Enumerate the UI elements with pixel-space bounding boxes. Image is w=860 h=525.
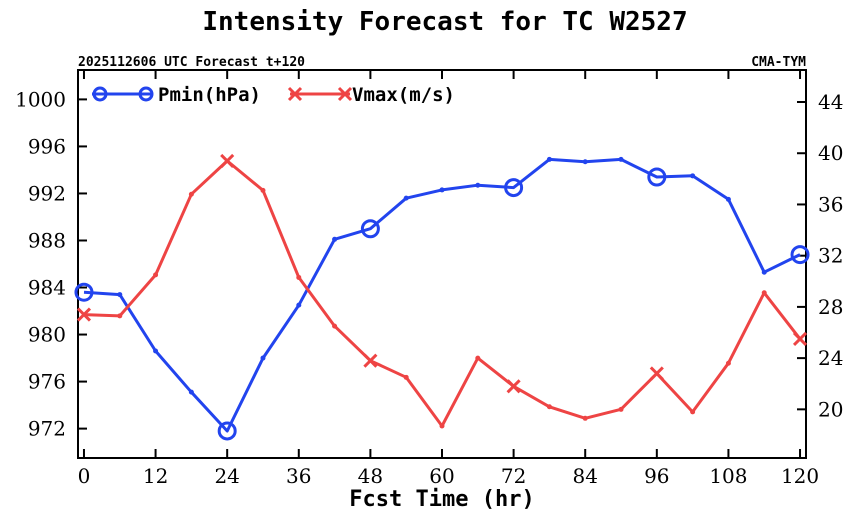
y-right-tick-label: 28 bbox=[818, 295, 843, 319]
pmin-point bbox=[725, 196, 731, 202]
y-left-tick-label: 988 bbox=[28, 228, 66, 252]
vmax-point bbox=[761, 290, 767, 296]
vmax-point bbox=[332, 323, 338, 329]
y-right-tick-label: 20 bbox=[818, 397, 843, 421]
pmin-marker bbox=[217, 421, 237, 441]
vmax-point bbox=[296, 274, 302, 280]
x-tick-label: 12 bbox=[143, 464, 168, 488]
vmax-marker bbox=[220, 153, 235, 168]
y-axis-right: 20 24 28 32 36 40 44 bbox=[797, 90, 843, 421]
vmax-marker bbox=[363, 353, 378, 368]
pmin-point bbox=[439, 187, 445, 193]
pmin-point bbox=[153, 348, 159, 354]
vmax-point bbox=[690, 409, 696, 415]
vmax-point bbox=[260, 187, 266, 193]
y-left-tick-label: 992 bbox=[28, 181, 66, 205]
x-tick-label: 108 bbox=[709, 464, 747, 488]
pmin-point bbox=[582, 159, 588, 165]
x-tick-label: 48 bbox=[358, 464, 383, 488]
vmax-point bbox=[546, 404, 552, 410]
vmax-point bbox=[439, 423, 445, 429]
y-left-tick-label: 1000 bbox=[15, 87, 66, 111]
vmax-series-line bbox=[83, 159, 802, 428]
pmin-point bbox=[332, 236, 338, 242]
pmin-point bbox=[761, 269, 767, 275]
vmax-point bbox=[475, 355, 481, 361]
y-left-tick-label: 976 bbox=[28, 370, 66, 394]
y-left-tick-label: 980 bbox=[28, 323, 66, 347]
legend-vmax-marker-2 bbox=[337, 86, 353, 102]
pmin-marker bbox=[504, 178, 524, 198]
legend-vmax-label: Vmax(m/s) bbox=[352, 84, 455, 106]
vmax-marker bbox=[76, 307, 92, 322]
y-left-tick-label: 996 bbox=[28, 134, 66, 158]
pmin-point bbox=[546, 156, 552, 162]
chart-subtitle-left: 2025112606 UTC Forecast t+120 bbox=[78, 55, 305, 70]
vmax-point bbox=[117, 313, 123, 319]
x-tick-label: 60 bbox=[429, 464, 454, 488]
vmax-point bbox=[403, 374, 409, 380]
pmin-marker bbox=[74, 282, 94, 302]
vmax-marker bbox=[792, 331, 808, 346]
legend-pmin-marker-2 bbox=[138, 86, 154, 102]
pmin-point bbox=[475, 182, 481, 188]
vmax-point bbox=[188, 191, 194, 197]
vmax-marker bbox=[649, 366, 664, 381]
legend: Pmin(hPa) Vmax(m/s) bbox=[92, 84, 455, 106]
plot-frame bbox=[77, 69, 807, 459]
x-tick-label: 120 bbox=[781, 464, 819, 488]
pmin-point bbox=[618, 156, 624, 162]
chart-subtitle-right: CMA-TYM bbox=[751, 55, 806, 70]
y-right-tick-label: 40 bbox=[818, 141, 843, 165]
x-tick-label: 96 bbox=[644, 464, 669, 488]
pmin-marker bbox=[360, 219, 380, 239]
x-tick-label: 84 bbox=[572, 464, 597, 488]
series-layer bbox=[74, 153, 810, 441]
y-right-tick-label: 32 bbox=[818, 244, 843, 268]
pmin-point bbox=[690, 173, 696, 179]
x-tick-label: 0 bbox=[78, 464, 91, 488]
y-left-tick-label: 984 bbox=[28, 276, 66, 300]
pmin-point bbox=[260, 355, 266, 361]
pmin-marker bbox=[790, 245, 810, 265]
x-tick-label: 36 bbox=[286, 464, 311, 488]
pmin-point bbox=[117, 292, 123, 298]
x-axis-label: Fcst Time (hr) bbox=[349, 487, 534, 512]
vmax-point bbox=[582, 415, 588, 421]
pmin-point bbox=[403, 195, 409, 201]
vmax-marker bbox=[506, 379, 521, 394]
legend-pmin-label: Pmin(hPa) bbox=[158, 84, 261, 106]
x-axis: 0 12 24 36 48 60 72 84 96 108 120 bbox=[78, 70, 819, 488]
legend-pmin-marker bbox=[92, 86, 108, 102]
x-tick-label: 72 bbox=[501, 464, 526, 488]
pmin-point bbox=[296, 302, 302, 308]
vmax-point bbox=[725, 360, 731, 366]
vmax-point bbox=[153, 272, 159, 278]
y-right-tick-label: 44 bbox=[818, 90, 843, 114]
y-right-tick-label: 36 bbox=[818, 192, 843, 216]
pmin-marker bbox=[647, 167, 667, 187]
pmin-point bbox=[188, 389, 194, 395]
y-left-tick-label: 972 bbox=[28, 417, 66, 441]
vmax-point bbox=[618, 406, 624, 412]
chart-title: Intensity Forecast for TC W2527 bbox=[202, 7, 687, 37]
legend-vmax-marker bbox=[287, 86, 303, 102]
y-axis-left: 972 976 980 984 988 992 996 1000 bbox=[15, 87, 87, 441]
x-tick-label: 24 bbox=[214, 464, 239, 488]
y-right-tick-label: 24 bbox=[818, 346, 843, 370]
